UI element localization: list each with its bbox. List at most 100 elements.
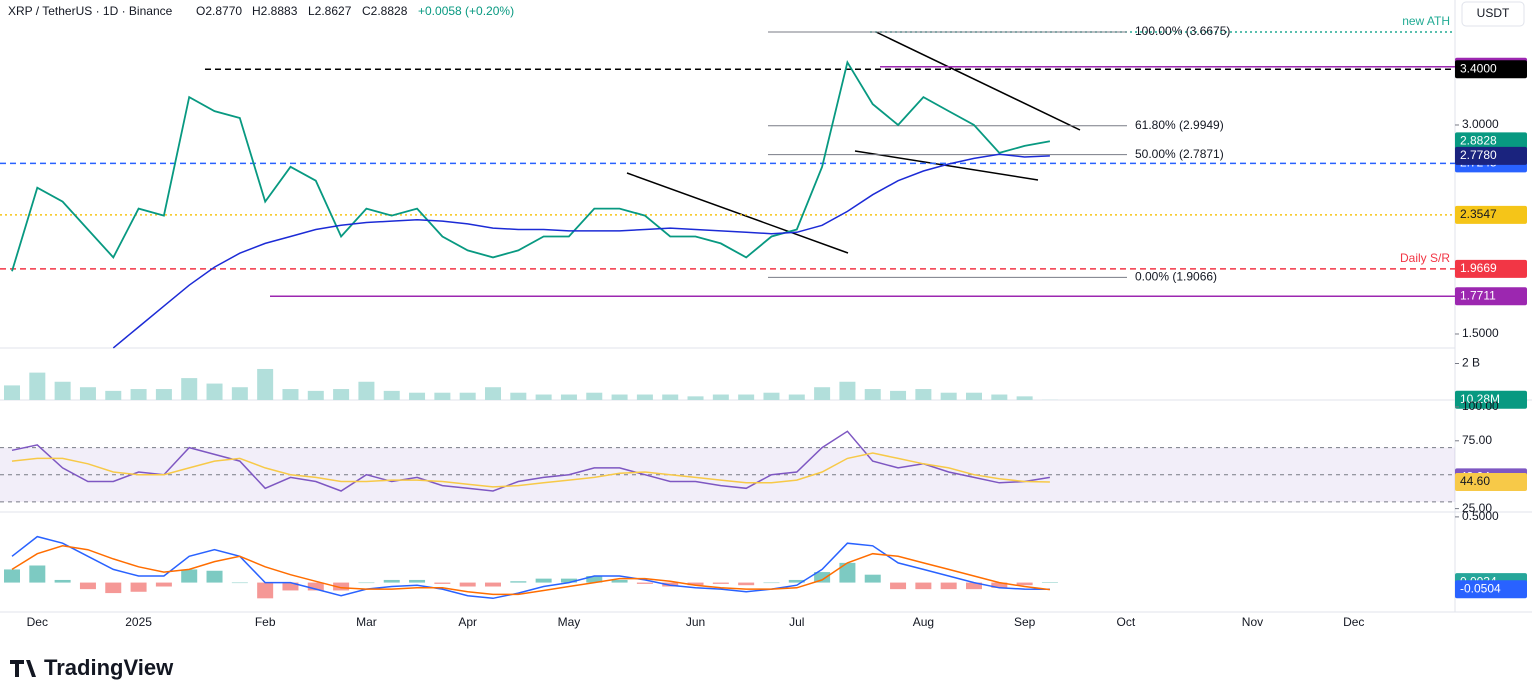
y-tick-label: 75.00 <box>1462 433 1492 447</box>
volume-bar <box>788 394 805 400</box>
histogram-bar <box>738 582 755 586</box>
price-label-box <box>1455 473 1527 492</box>
histogram-bar <box>54 579 71 583</box>
series-line <box>11 535 1050 600</box>
volume-bar <box>409 392 426 400</box>
histogram-bar <box>79 582 96 590</box>
ohlc: H2.8883 <box>252 4 298 18</box>
histogram-bar <box>586 576 603 583</box>
level-note: Daily S/R <box>1400 251 1450 265</box>
price-label: 1.9669 <box>1460 261 1497 275</box>
price-label: 10.28M <box>1460 392 1500 406</box>
histogram-bar <box>307 582 324 591</box>
histogram-bar <box>510 581 527 583</box>
series-line <box>11 430 1051 492</box>
fib-label: 0.00% (1.9066) <box>1135 270 1217 284</box>
histogram-bar <box>636 582 653 584</box>
price-label-box <box>1455 60 1527 79</box>
price-label-box <box>1455 287 1527 306</box>
volume-bar <box>712 394 729 400</box>
volume-bar <box>485 387 501 400</box>
volume-bar <box>307 390 324 400</box>
volume-bar <box>687 396 704 400</box>
volume-bar <box>586 392 603 400</box>
histogram-bar <box>788 579 805 583</box>
histogram-bar <box>434 582 451 584</box>
x-tick-label: Oct <box>1117 615 1136 629</box>
histogram-bar <box>763 582 780 584</box>
volume-bar <box>864 389 881 400</box>
y-tick-label: 2 B <box>1462 356 1480 370</box>
histogram-bar <box>966 582 982 590</box>
y-tick-label: 1.5000 <box>1462 326 1499 340</box>
x-tick-label: Aug <box>913 615 934 629</box>
trendline <box>875 31 1081 131</box>
histogram-bar <box>991 582 1008 588</box>
volume-bar <box>333 389 350 400</box>
currency[interactable]: USDT <box>1477 6 1510 20</box>
volume-bar <box>383 390 400 400</box>
histogram-bar <box>485 582 501 587</box>
volume-bar <box>206 383 223 400</box>
volume-bar <box>181 378 198 400</box>
x-tick-label: 2025 <box>125 615 152 629</box>
price-label: 1.7711 <box>1460 288 1496 302</box>
x-tick-label: Jul <box>789 615 804 629</box>
volume-bar <box>890 390 907 400</box>
volume-bar <box>991 394 1008 400</box>
volume-bar <box>839 381 856 400</box>
y-tick-label: 3.0000 <box>1462 117 1499 131</box>
histogram-bar <box>181 569 198 583</box>
histogram-bar <box>231 582 248 584</box>
series-line <box>112 153 1050 349</box>
volume-bar <box>510 392 527 400</box>
currency-button[interactable] <box>1461 1 1525 27</box>
ohlc: C2.8828 <box>362 4 408 18</box>
price-label: 3.4000 <box>1460 61 1497 75</box>
series-line <box>11 452 1050 488</box>
volume-bar <box>130 389 147 400</box>
brand: TradingView <box>44 655 174 680</box>
volume-bar <box>257 368 274 400</box>
price-label: 2.7780 <box>1460 148 1497 162</box>
level-note: new ATH <box>1402 14 1450 28</box>
volume-bar <box>915 389 932 400</box>
price-label-box <box>1455 580 1527 599</box>
volume-bar <box>662 394 679 400</box>
trendline <box>626 172 849 254</box>
histogram-bar <box>459 582 476 587</box>
ohlc: O2.8770 <box>196 4 242 18</box>
logo: TradingView <box>10 655 174 680</box>
ohlc-change: +0.0058 (+0.20%) <box>418 4 514 18</box>
series-line <box>11 59 1051 272</box>
price-label-box <box>1455 259 1527 278</box>
price-label-box <box>1455 205 1527 224</box>
volume-bar <box>105 390 122 400</box>
histogram-bar <box>130 582 147 592</box>
histogram-bar <box>560 578 577 583</box>
price-label: 2.3547 <box>1460 207 1497 221</box>
x-tick-label: Nov <box>1242 615 1263 629</box>
histogram-bar <box>29 565 46 583</box>
volume-bar <box>358 381 375 400</box>
volume-bar <box>738 394 755 400</box>
histogram-bar <box>358 582 375 584</box>
price-label: 2.8828 <box>1460 133 1497 147</box>
x-tick-label: May <box>558 615 581 629</box>
x-tick-label: Sep <box>1014 615 1036 629</box>
volume-bar <box>940 392 957 400</box>
volume-bar <box>560 394 577 400</box>
volume-bar <box>1016 396 1033 400</box>
histogram-bar <box>4 569 20 583</box>
x-tick-label: Apr <box>458 615 477 629</box>
price-label-box <box>1455 146 1527 165</box>
histogram-bar <box>333 582 350 591</box>
price-label-box <box>1455 390 1527 409</box>
histogram-bar <box>206 570 223 583</box>
histogram-bar <box>915 582 932 590</box>
histogram-bar <box>105 582 122 594</box>
volume-bar <box>814 387 831 400</box>
volume-bar <box>155 389 172 400</box>
volume-bar <box>966 392 982 400</box>
